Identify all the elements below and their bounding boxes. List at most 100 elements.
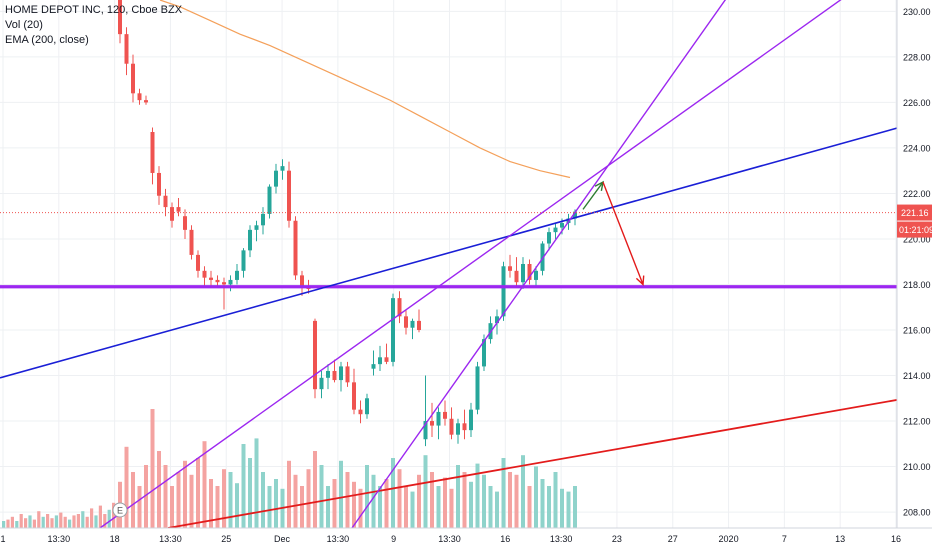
volume-bar — [423, 455, 428, 528]
volume-bar — [326, 486, 330, 528]
candle-body — [332, 370, 337, 381]
volume-bar — [68, 519, 72, 528]
volume-bar — [10, 516, 14, 528]
legend-indicator-volume[interactable]: Vol (20) — [5, 19, 43, 31]
volume-bar — [15, 521, 19, 528]
candle-body — [209, 277, 213, 280]
price-tick-label: 218.00 — [903, 280, 931, 290]
price-axis: 230.00 228.00 226.00 224.00 222.00 220.00 218.… — [896, 0, 932, 550]
candle-body — [235, 270, 239, 280]
volume-bar — [469, 481, 473, 528]
candle-body — [274, 170, 278, 187]
volume-bar — [176, 472, 181, 528]
volume-bar — [339, 460, 343, 528]
volume-bar — [293, 474, 298, 528]
candle-body — [131, 63, 135, 94]
candle-body — [157, 172, 161, 196]
candle-body — [248, 229, 252, 251]
time-tick-label: 23 — [612, 534, 622, 544]
volume-bar — [300, 486, 304, 528]
ema-line — [159, 0, 571, 179]
volume-bar — [54, 515, 58, 528]
price-tick-label: 230.00 — [903, 7, 931, 17]
volume-bar — [410, 491, 415, 528]
legend-title[interactable]: HOME DEPOT INC, 120, Cboe BZX — [5, 4, 183, 16]
purple-trendline-a — [99, 0, 842, 529]
candle-body — [287, 170, 291, 221]
volume-bar — [560, 488, 564, 528]
ema-200-line — [159, 0, 571, 179]
candle-body — [358, 409, 363, 415]
volume-bar — [534, 466, 538, 528]
volume-bar — [248, 458, 252, 528]
volume-bar — [81, 511, 85, 528]
volume-bar — [183, 460, 187, 528]
volume-bar — [2, 521, 6, 528]
purple-trendline-b — [351, 0, 727, 529]
volume-bar — [37, 511, 41, 528]
candle-body — [345, 366, 350, 383]
green-arrow — [582, 181, 604, 210]
candle-body — [423, 421, 428, 440]
volume-bar — [24, 518, 28, 528]
time-tick-label: 16 — [891, 534, 901, 544]
candle-body — [501, 266, 506, 317]
candle-body — [573, 211, 577, 219]
volume-bar — [501, 458, 506, 528]
volume-bar — [384, 479, 389, 528]
volume-bar — [28, 515, 32, 528]
candle-body — [462, 423, 467, 431]
volume-bar — [553, 472, 558, 528]
time-tick-label: 1 — [0, 534, 5, 544]
volume-bar — [475, 463, 480, 528]
time-tick-label: 2020 — [719, 534, 739, 544]
time-tick-label: 27 — [668, 534, 678, 544]
candle-body — [228, 279, 233, 285]
candle-body — [176, 207, 181, 212]
volume-bar — [215, 486, 220, 528]
time-tick-label: 18 — [110, 534, 120, 544]
candle-body — [118, 0, 122, 35]
candle-body — [189, 229, 194, 255]
volume-bar — [443, 477, 447, 528]
volume-bar — [157, 451, 161, 528]
candle-body — [202, 270, 207, 278]
candle-body — [300, 275, 304, 287]
volume-bar — [267, 486, 272, 528]
volume-bar — [352, 481, 356, 528]
volume-bar — [378, 486, 382, 528]
volume-bar — [103, 514, 107, 528]
candle-body — [215, 279, 220, 283]
drawings: E — [0, 0, 932, 529]
volume-bar — [59, 512, 63, 528]
candle-body — [456, 423, 460, 435]
red-arrow-head — [635, 275, 645, 286]
candle-body — [475, 366, 480, 410]
volume-bar — [391, 458, 395, 528]
time-tick-label: Dec — [274, 534, 291, 544]
time-tick-label: 13:30 — [438, 534, 461, 544]
volume-bar — [76, 514, 80, 528]
volume-bar — [274, 479, 278, 528]
price-tick-label: 224.00 — [903, 143, 931, 153]
time-tick-label: 13:30 — [550, 534, 573, 544]
volume-bar — [150, 409, 155, 528]
price-axis-bg — [897, 0, 932, 550]
volume-bar — [566, 491, 571, 528]
candle-body — [469, 409, 473, 431]
candle-body — [430, 421, 434, 426]
volume-bar — [235, 483, 239, 528]
candle-body — [222, 282, 226, 285]
chart-legend: HOME DEPOT INC, 120, Cboe BZX Vol (20) E… — [5, 3, 182, 48]
volume-bar — [124, 446, 129, 528]
candle-body — [449, 418, 454, 435]
candle-body — [482, 339, 486, 367]
candle-body — [267, 186, 272, 214]
legend-indicator-ema[interactable]: EMA (200, close) — [5, 34, 89, 46]
volume-bar — [449, 488, 454, 528]
candle-body — [150, 132, 155, 173]
candle-body — [326, 370, 330, 378]
candle-body — [196, 254, 200, 271]
